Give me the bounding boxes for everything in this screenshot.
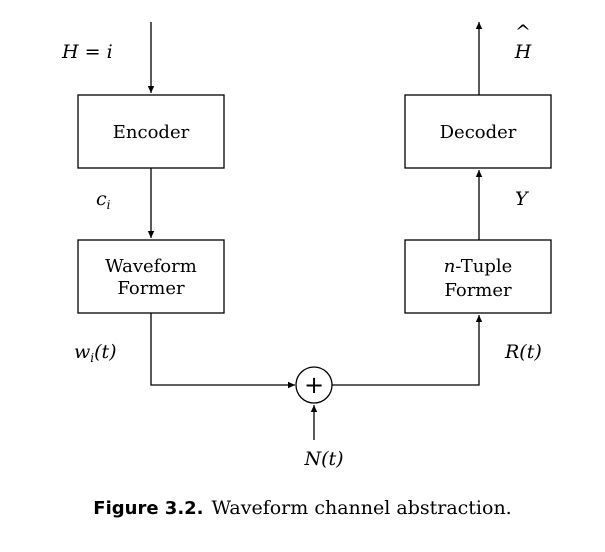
ntuple-former-label-line2: Former [444, 280, 512, 301]
figure-number: Figure 3.2. [93, 498, 204, 519]
decoder-input-label: Y [515, 188, 530, 210]
figure-caption-text: Waveform channel abstraction. [211, 497, 512, 519]
tx-waveform-path [150, 313, 295, 389]
rx-waveform-label: R(t) [504, 341, 542, 363]
decoder-block [404, 94, 552, 169]
adder-symbol: + [304, 371, 324, 399]
noise-label: N(t) [303, 448, 343, 470]
waveform-former-label-line1: Waveform [105, 256, 197, 277]
tx-waveform-label: wi(t) [74, 341, 117, 365]
figure-caption: Figure 3.2. Waveform channel abstraction. [0, 497, 605, 519]
ntuple-former-block [404, 239, 552, 314]
ntuple-former-label-line1: n-Tuple [444, 256, 513, 277]
input-label: H = i [61, 41, 113, 63]
output-hat-mark: ^ [515, 21, 531, 43]
output-label: H [514, 41, 532, 63]
encoder-label: Encoder [113, 122, 190, 143]
codeword-label: ci [96, 188, 111, 212]
decoder-label: Decoder [440, 122, 517, 143]
waveform-former-label-line2: Former [117, 278, 185, 299]
rx-waveform-path [332, 315, 483, 386]
